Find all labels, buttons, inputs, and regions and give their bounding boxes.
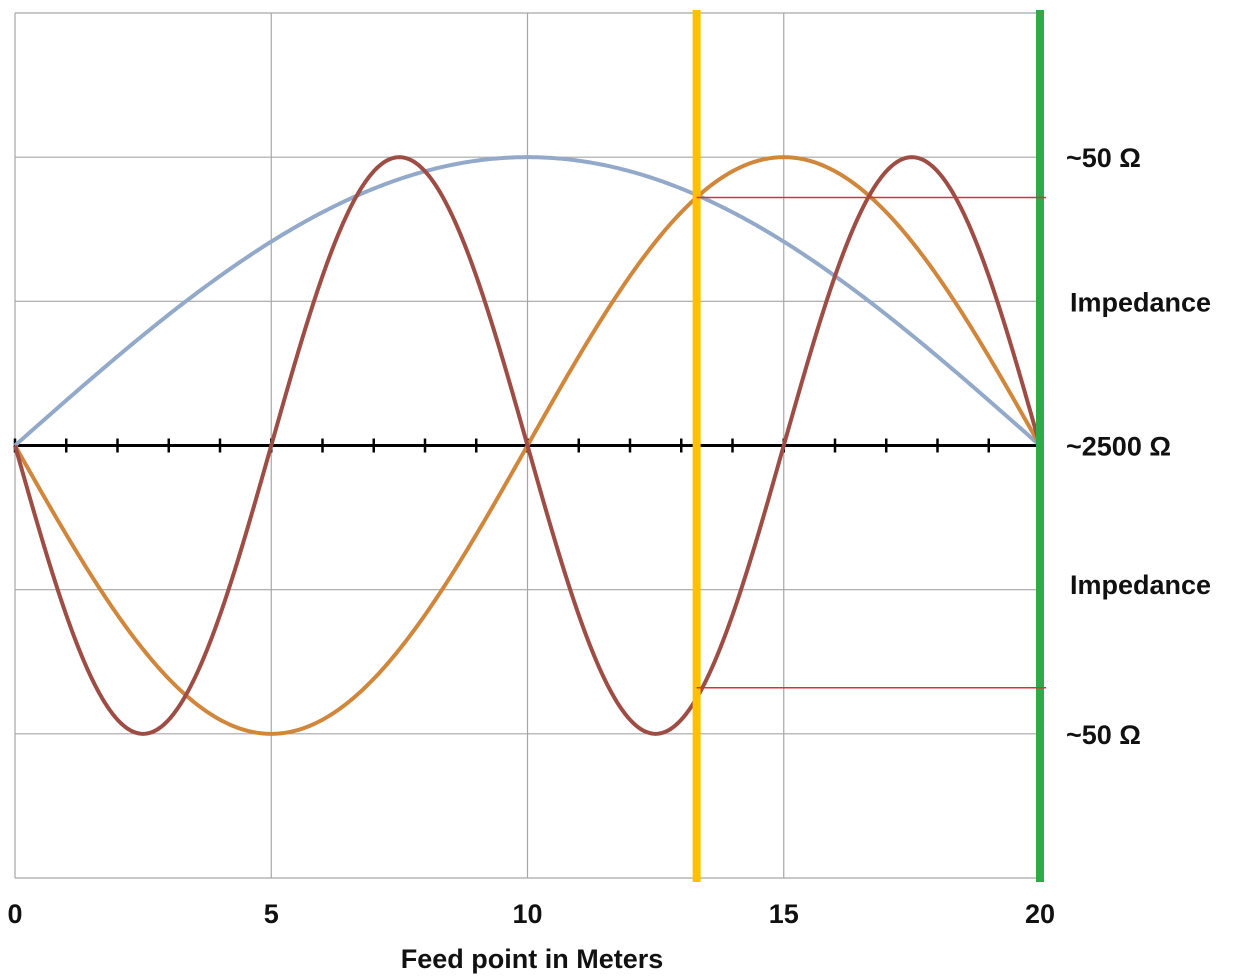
series-line-1 bbox=[13, 155, 1042, 447]
series-group bbox=[13, 155, 1042, 736]
x-tick-label: 10 bbox=[512, 899, 542, 929]
x-axis-title: Feed point in Meters bbox=[401, 944, 664, 974]
ohm-value-label: ~2500 Ω bbox=[1066, 432, 1171, 462]
series-line-3 bbox=[13, 155, 1042, 736]
x-tick-label: 15 bbox=[769, 899, 799, 929]
ohm-value-label: ~50 Ω bbox=[1066, 143, 1141, 173]
impedance-label: Impedance bbox=[1070, 287, 1211, 317]
ohm-value-label: ~50 Ω bbox=[1066, 720, 1141, 750]
x-tick-labels: 0 5 10 15 20 bbox=[7, 899, 1055, 929]
x-tick-label: 0 bbox=[7, 899, 22, 929]
marker-lines bbox=[692, 10, 1046, 882]
x-tick-label: 20 bbox=[1025, 899, 1055, 929]
right-labels: ~50 Ω Impedance ~2500 Ω Impedance ~50 Ω bbox=[1066, 143, 1211, 750]
x-tick-label: 5 bbox=[264, 899, 279, 929]
impedance-label: Impedance bbox=[1070, 570, 1211, 600]
